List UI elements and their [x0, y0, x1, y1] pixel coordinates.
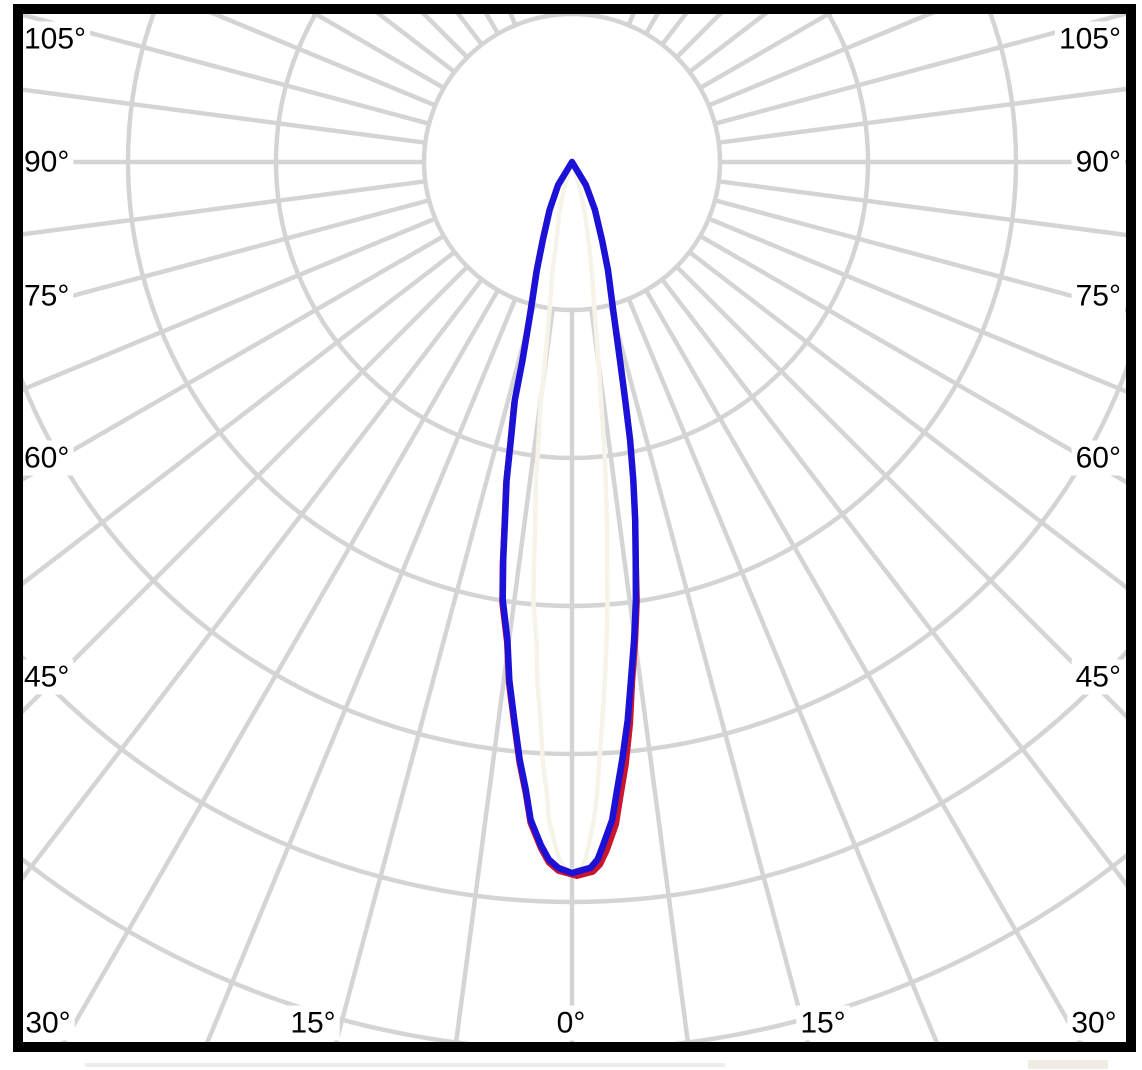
angle-label: 45° — [1076, 661, 1121, 694]
label-background — [1054, 21, 1125, 57]
blue-curve — [499, 158, 640, 877]
grid-spoke — [714, 14, 1126, 126]
angle-label: 75° — [1076, 280, 1121, 313]
label-background — [20, 278, 74, 314]
grid-spoke — [23, 198, 430, 312]
grid-spoke — [453, 308, 555, 1042]
grid-spoke — [688, 250, 1126, 590]
angle-label: 90° — [24, 146, 69, 179]
grid-spoke — [707, 216, 1126, 394]
chart-border — [13, 4, 1136, 1052]
grid-spoke — [23, 265, 469, 715]
grid-spoke — [718, 179, 1126, 238]
label-background — [1071, 659, 1125, 695]
label-background — [20, 659, 74, 695]
label-background — [552, 1005, 590, 1041]
label-background — [286, 1005, 340, 1041]
grid-spoke — [660, 278, 1126, 888]
grid-spoke — [23, 87, 426, 145]
angle-label: 105° — [24, 23, 86, 56]
angle-label: 60° — [24, 442, 69, 475]
grid-spoke — [23, 216, 437, 392]
label-background — [1071, 278, 1125, 314]
grid-spoke — [626, 297, 939, 1042]
grid-spoke — [333, 304, 536, 1042]
angle-label: 30° — [25, 1007, 70, 1040]
angle-label: 30° — [1071, 1007, 1116, 1040]
grid-spoke — [205, 297, 518, 1042]
grid-spoke — [714, 198, 1126, 313]
angle-label: 0° — [557, 1007, 586, 1040]
grid-spoke — [208, 14, 437, 108]
footer-artifacts — [85, 1060, 1108, 1069]
grid-spoke — [589, 308, 691, 1042]
grid-spoke — [608, 304, 811, 1042]
label-background — [1071, 440, 1125, 476]
angle-label: 105° — [1059, 23, 1121, 56]
grid-spoke — [23, 250, 456, 587]
faint-underline — [85, 1063, 725, 1067]
grid-spoke — [61, 289, 500, 1042]
angle-label: 75° — [24, 280, 69, 313]
grid-spoke — [644, 289, 1083, 1042]
angle-label: 15° — [290, 1007, 335, 1040]
angle-label: 15° — [800, 1007, 845, 1040]
angle-label: 45° — [24, 661, 69, 694]
label-background — [796, 1005, 850, 1041]
label-background — [1067, 1005, 1121, 1041]
label-background — [21, 1005, 75, 1041]
angle-label: 60° — [1076, 442, 1121, 475]
intensity-curves — [499, 158, 640, 879]
grid-spoke — [23, 278, 484, 882]
grid-spoke — [23, 14, 430, 126]
grid-spoke — [718, 86, 1126, 145]
label-background — [20, 144, 74, 180]
grid-spoke — [23, 179, 426, 237]
label-background — [1071, 144, 1125, 180]
label-background — [20, 440, 74, 476]
label-background — [20, 21, 91, 57]
grid-spoke — [707, 14, 936, 108]
angle-labels: 105° 90° 75° 60° 45° 105° 90° 75° 60° 45° 30° 15° 0°… — [20, 21, 1125, 1041]
faint-watermark — [1028, 1060, 1108, 1069]
angle-label: 90° — [1076, 146, 1121, 179]
grid-spoke — [675, 265, 1126, 720]
